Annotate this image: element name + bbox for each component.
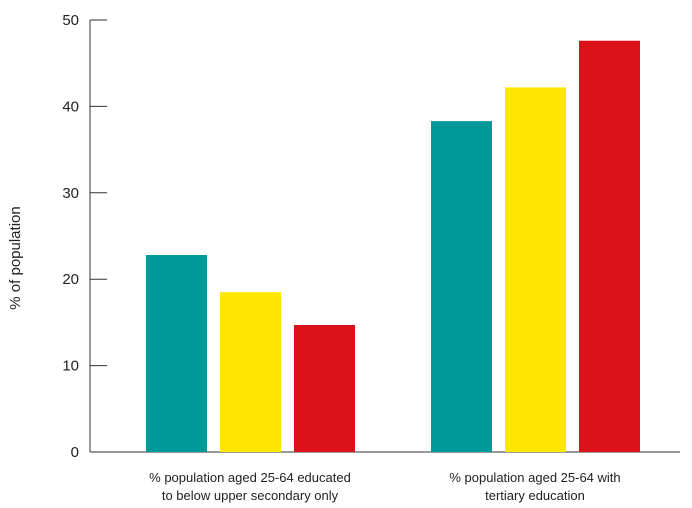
bar (431, 121, 492, 452)
bars (146, 40, 640, 453)
y-tick-label: 20 (62, 271, 79, 288)
y-tick-label: 30 (62, 185, 79, 202)
category-labels: % population aged 25-64 educated to below… (149, 470, 620, 503)
bar (579, 40, 640, 453)
bar (294, 324, 355, 452)
y-axis: 0 10 20 30 40 50 (62, 12, 107, 461)
x-tick-label: % population aged 25-64 with (449, 470, 620, 485)
x-tick-label: to below upper secondary only (162, 488, 339, 503)
bar (146, 255, 207, 452)
bar (505, 87, 566, 452)
bar (220, 292, 281, 452)
y-tick-label: 0 (71, 444, 79, 461)
y-axis-label: % of population (7, 206, 24, 309)
y-tick-label: 50 (62, 12, 79, 29)
y-tick-label: 10 (62, 358, 79, 375)
x-tick-label: tertiary education (485, 488, 585, 503)
y-tick-label: 40 (62, 98, 79, 115)
x-tick-label: % population aged 25-64 educated (149, 470, 351, 485)
